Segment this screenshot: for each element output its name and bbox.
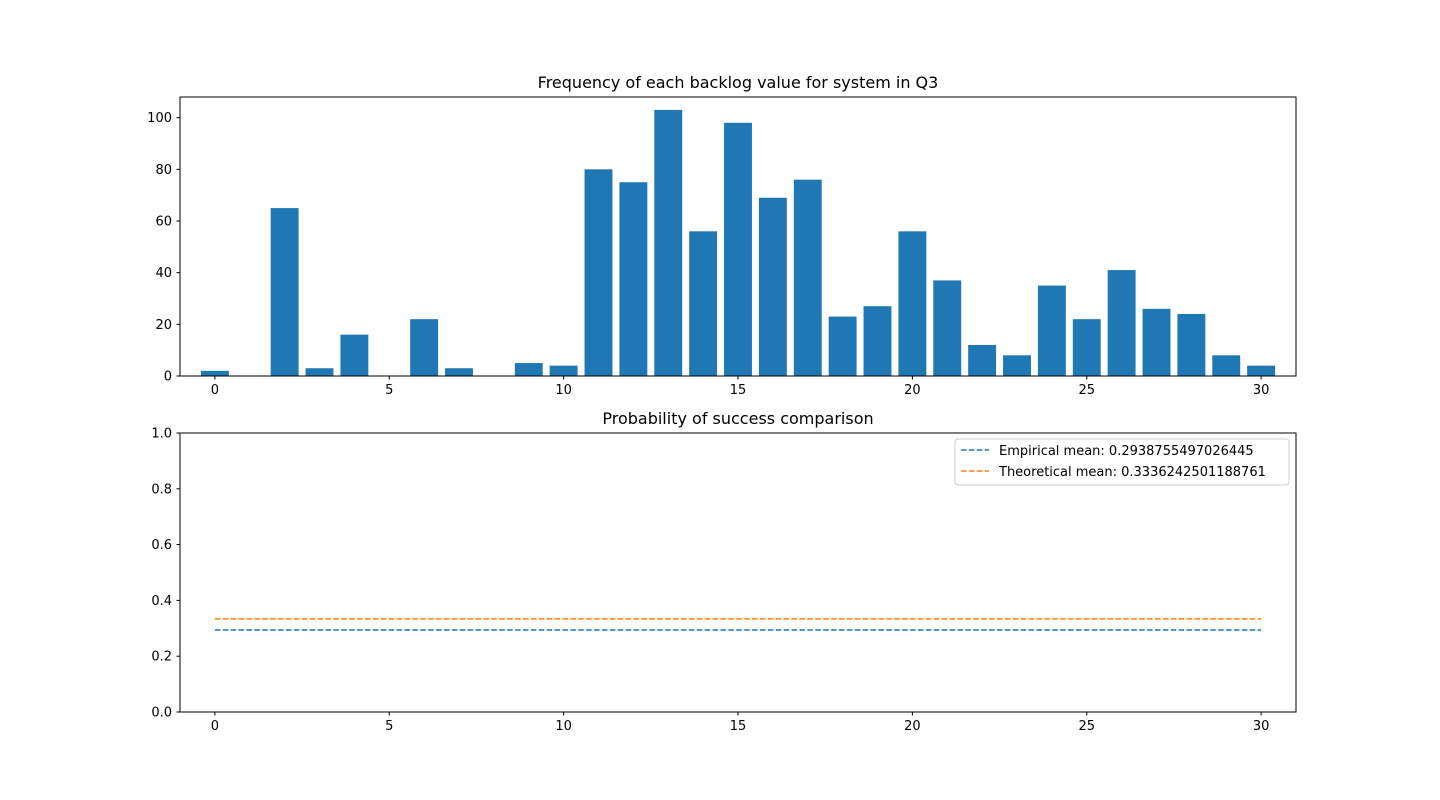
legend: Empirical mean: 0.2938755497026445 Theor…	[954, 438, 1290, 486]
bar-chart-x-ticks: 0 5 10 15 20 25 30	[211, 376, 1270, 398]
bar-17	[793, 179, 822, 376]
bar-chart-axes: Frequency of each backlog value for syst…	[147, 73, 1297, 398]
bar-26	[1107, 270, 1136, 376]
x-tick-label: 15	[730, 719, 747, 734]
x-tick-label: 20	[904, 719, 921, 734]
x-tick-label: 20	[904, 383, 921, 398]
x-tick-label: 25	[1078, 719, 1095, 734]
bar-29	[1212, 355, 1241, 376]
y-tick-label: 0.2	[151, 650, 172, 665]
bar-24	[1037, 285, 1066, 376]
bar-21	[933, 280, 962, 376]
bar-23	[1003, 355, 1031, 376]
bar-30	[1247, 365, 1276, 376]
y-tick-label: 20	[155, 318, 172, 333]
legend-empirical-label: Empirical mean: 0.2938755497026445	[999, 444, 1254, 459]
y-tick-label: 1.0	[151, 427, 172, 442]
x-tick-label: 0	[211, 383, 219, 398]
bar-27	[1142, 308, 1171, 376]
x-tick-label: 5	[385, 719, 393, 734]
bar-chart-y-ticks: 0 20 40 60 80 100	[147, 111, 180, 385]
bar-22	[968, 345, 997, 376]
bar-11	[584, 169, 613, 376]
bar-chart-frame	[179, 96, 1297, 377]
bar-18	[828, 316, 857, 376]
bar-28	[1177, 314, 1206, 376]
y-tick-label: 0	[164, 370, 172, 385]
bar-12	[619, 182, 648, 376]
line-chart-lines	[214, 618, 1262, 631]
bar-9	[514, 363, 543, 376]
y-tick-label: 60	[155, 215, 172, 230]
bar-16	[758, 197, 787, 376]
bar-25	[1072, 319, 1101, 376]
bar-14	[689, 231, 718, 376]
bar-0	[200, 370, 229, 376]
bar-4	[340, 334, 369, 376]
x-tick-label: 10	[555, 383, 572, 398]
y-tick-label: 80	[155, 163, 172, 178]
x-tick-label: 30	[1253, 383, 1270, 398]
x-tick-label: 30	[1253, 719, 1270, 734]
bar-3	[305, 368, 334, 376]
line-chart-frame	[179, 432, 1297, 713]
y-tick-label: 0.8	[151, 482, 172, 497]
y-tick-label: 100	[147, 111, 172, 126]
bar-7	[445, 368, 473, 376]
x-tick-label: 25	[1078, 383, 1095, 398]
line-chart-y-ticks: 0.0 0.2 0.4 0.6 0.8 1.0	[151, 427, 180, 721]
bar-13	[654, 109, 683, 377]
bar-chart-title: Frequency of each backlog value for syst…	[538, 73, 939, 92]
bar-19	[863, 306, 892, 376]
line-chart-x-ticks: 0 5 10 15 20 25 30	[211, 712, 1270, 734]
bar-10	[549, 365, 578, 376]
bar-20	[898, 231, 927, 376]
legend-box	[954, 438, 1290, 486]
y-tick-label: 40	[155, 266, 172, 281]
y-tick-label: 0.6	[151, 538, 172, 553]
bar-2	[270, 208, 299, 376]
x-tick-label: 0	[211, 719, 219, 734]
legend-theoretical-label: Theoretical mean: 0.3336242501188761	[998, 465, 1266, 480]
y-tick-label: 0.0	[151, 706, 172, 721]
bar-6	[410, 319, 439, 376]
y-tick-label: 0.4	[151, 594, 172, 609]
line-chart-title: Probability of success comparison	[602, 409, 873, 428]
x-tick-label: 15	[730, 383, 747, 398]
x-tick-label: 10	[555, 719, 572, 734]
bar-chart-bars	[200, 109, 1276, 377]
x-tick-label: 5	[385, 383, 393, 398]
line-chart-axes: Probability of success comparison 0 5 10 15…	[151, 409, 1297, 734]
bar-15	[724, 122, 752, 376]
